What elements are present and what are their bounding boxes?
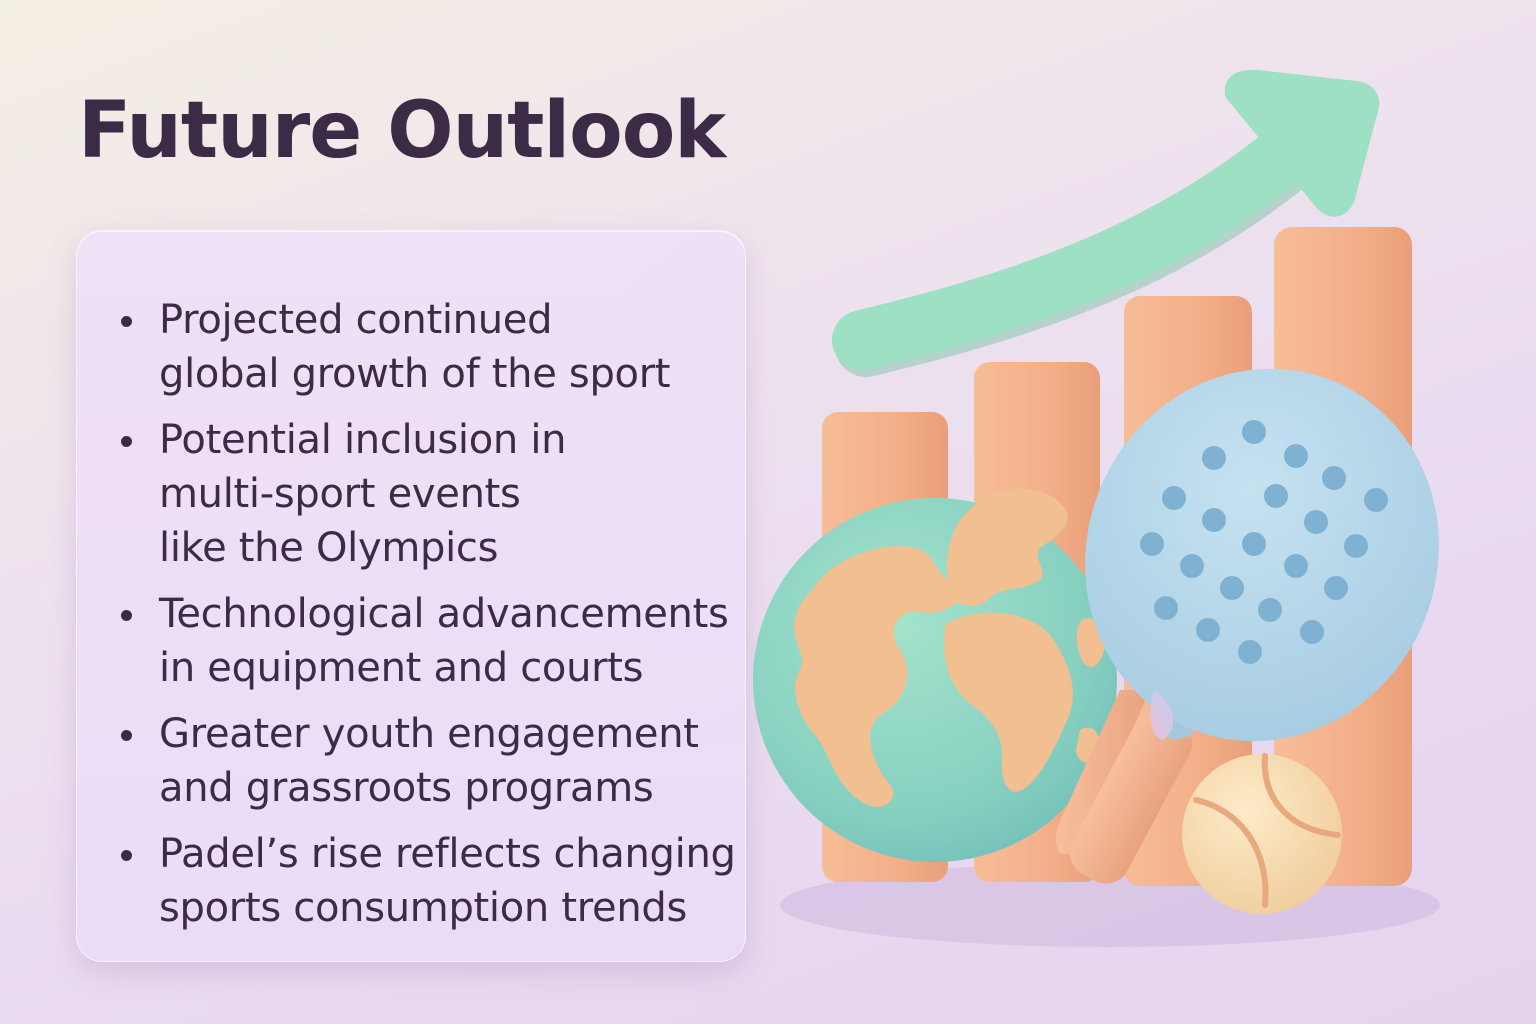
list-item: Padel’s rise reflects changing sports co… (77, 827, 757, 935)
padel-ball-icon (1182, 753, 1342, 914)
bullet-icon (121, 730, 132, 741)
page-title: Future Outlook (78, 86, 726, 176)
growth-illustration (753, 69, 1440, 947)
bullet-text: Greater youth engagement and grassroots … (159, 711, 699, 811)
bullet-text: Potential inclusion in multi-sport event… (159, 417, 567, 571)
bullet-text: Projected continued global growth of the… (159, 297, 671, 397)
bullet-icon (121, 316, 132, 327)
globe-icon (753, 488, 1117, 862)
padel-racket-icon (1055, 368, 1439, 884)
list-item: Greater youth engagement and grassroots … (77, 707, 757, 815)
bullet-text: Padel’s rise reflects changing sports co… (159, 831, 736, 931)
bullet-icon (121, 610, 132, 621)
list-item: Technological advancements in equipment … (77, 587, 757, 695)
bullet-card: Projected continued global growth of the… (76, 230, 746, 962)
trend-arrow-icon (832, 69, 1380, 377)
bullet-text: Technological advancements in equipment … (159, 591, 729, 691)
list-item: Potential inclusion in multi-sport event… (77, 413, 757, 575)
bullet-icon (121, 850, 132, 861)
bullet-icon (121, 436, 132, 447)
list-item: Projected continued global growth of the… (77, 293, 757, 401)
bullet-list: Projected continued global growth of the… (77, 293, 757, 947)
